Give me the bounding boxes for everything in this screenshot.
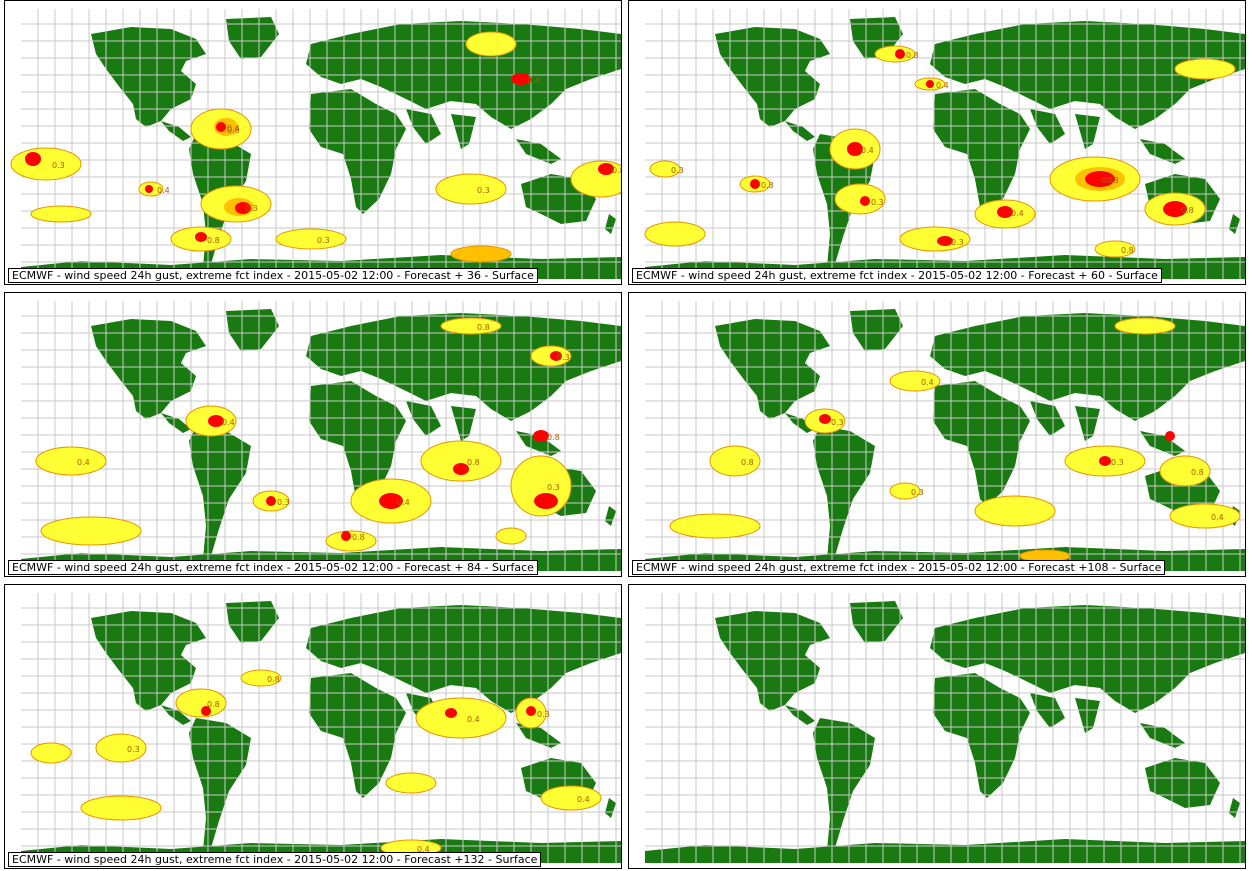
contour-label: 0.3 [317,236,330,245]
contour-label: 0.3 [547,483,560,492]
contour-label: 0.8 [207,236,220,245]
contour-label: 0.4 [577,795,590,804]
contour-label: 0.8 [477,323,490,332]
world-map: 0.8 0.4 0.3 0.8 0.4 0.3 0.8 0.4 0.3 0.8 [20,300,621,572]
contour-label: 0.4 [417,845,430,854]
contour-label: 0.3 [537,710,550,719]
contour-label: 0.8 [741,458,754,467]
contour-label: 0.8 [547,433,560,442]
contour-label: 0.8 [1181,206,1194,215]
contour-label: 0.8 [612,166,621,175]
extreme-index-field: 0.30.80.40.30.80.40.30.80.40.3 [10,31,621,263]
contour-label: 0.3 [477,186,490,195]
contour-label: 0.3 [1106,176,1119,185]
map-caption: ECMWF - wind speed 24h gust, extreme fct… [632,560,1166,575]
contour-label: 0.4 [527,76,540,85]
contour-label: 0.4 [1011,209,1024,218]
map-caption: ECMWF - wind speed 24h gust, extreme fct… [632,268,1162,283]
map-panel-empty [628,584,1246,869]
contour-label: 0.4 [467,715,480,724]
contour-label: 0.8 [227,126,240,135]
contour-label: 0.4 [227,124,240,133]
map-panel-forecast-60: 0.4 0.3 0.8 0.4 0.3 0.8 0.4 0.3 0.8 0.4 0.3 0.8 ECM… [628,0,1246,285]
map-caption: ECMWF - wind speed 24h gust, extreme fct… [8,560,538,575]
contour-label: 0.8 [1121,246,1134,255]
map-panel-forecast-108: 0.3 0.8 0.4 0.3 0.8 0.4 0.3 ECMWF - wind speed… [628,292,1246,577]
contour-label: 0.3 [671,166,684,175]
contour-label: 0.4 [936,81,949,90]
contour-label: 0.4 [1211,513,1224,522]
map-caption: ECMWF - wind speed 24h gust, extreme fct… [8,268,538,283]
contour-label: 0.4 [157,186,170,195]
extreme-index-field: 0.8 0.4 0.3 0.8 0.4 0.3 0.8 0.4 0.3 0.8 [35,317,572,552]
contour-label: 0.4 [921,378,934,387]
contour-label: 0.3 [831,418,844,427]
contour-label: 0.8 [352,533,365,542]
contour-label: 0.3 [52,161,65,170]
contour-label: 0.3 [871,198,884,207]
world-map: 0.4 0.3 0.8 0.4 0.3 0.8 0.4 [20,592,621,864]
world-map: 0.30.80.40.30.80.40.30.80.40.3 [10,8,621,280]
map-panel-forecast-132: 0.4 0.3 0.8 0.4 0.3 0.8 0.4 ECMWF - wind speed… [4,584,622,869]
map-panel-forecast-36: 0.30.80.40.30.80.40.30.80.40.3 ECMWF - w… [4,0,622,285]
extreme-index-field: 0.3 0.8 0.4 0.3 0.8 0.4 0.3 [669,317,1241,563]
contour-label: 0.3 [277,498,290,507]
world-map: 0.40.30.80.40.30.80.40.30.80.40.30.8 [644,8,1245,280]
contour-label: 0.4 [1101,176,1114,185]
contour-label: 0.8 [267,675,280,684]
contour-label: 0.8 [467,458,480,467]
contour-label: 0.4 [861,146,874,155]
contour-label: 0.8 [207,700,220,709]
contour-label: 0.4 [222,418,235,427]
world-map [644,592,1245,864]
map-panel-forecast-84: 0.8 0.4 0.3 0.8 0.4 0.3 0.8 0.4 0.3 0.8 ECMWF - w… [4,292,622,577]
contour-label: 0.8 [761,181,774,190]
contour-label: 0.3 [127,745,140,754]
contour-label: 0.3 [557,353,570,362]
extreme-index-field: 0.40.30.80.40.30.80.40.30.80.40.30.8 [644,45,1236,258]
world-map: 0.3 0.8 0.4 0.3 0.8 0.4 0.3 [644,300,1245,572]
contour-label: 0.8 [1191,468,1204,477]
contour-label: 0.3 [951,238,964,247]
contour-label: 0.4 [77,458,90,467]
contour-label: 0.8 [906,51,919,60]
contour-label: 0.3 [911,488,924,497]
contour-label: 0.3 [245,204,258,213]
contour-label: 0.4 [397,498,410,507]
map-caption: ECMWF - wind speed 24h gust, extreme fct… [8,852,542,867]
contour-label: 0.3 [1111,458,1124,467]
